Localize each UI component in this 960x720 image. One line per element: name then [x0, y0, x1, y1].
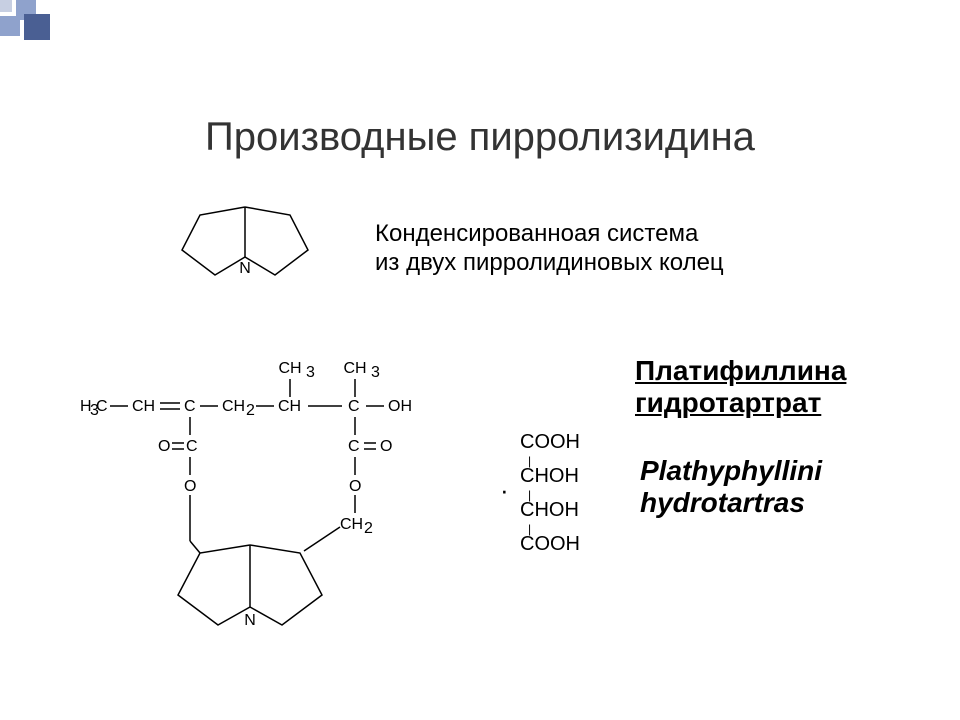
svg-text:2: 2: [246, 402, 255, 419]
tartaric-l4: COOH: [520, 534, 580, 558]
name-ru-line1: Платифиллина: [635, 355, 846, 387]
svg-text:CH: CH: [340, 516, 363, 533]
svg-text:O: O: [380, 438, 392, 455]
platyphylline-structure: CH 3 CH 3 H 3 C CH C CH 2 CH C OH O C O: [60, 355, 480, 675]
svg-text:3: 3: [306, 364, 315, 381]
compound-name-russian: Платифиллина гидротартрат: [635, 355, 846, 419]
svg-text:CH: CH: [343, 360, 366, 377]
desc-line-1: Конденсированноая система: [375, 220, 724, 249]
nitrogen-label: N: [239, 260, 251, 277]
pyrrolizidine-structure: N: [160, 195, 330, 295]
compound-name-latin: Plathyphyllini hydrotartras: [640, 455, 822, 519]
slide-title: Производные пирролизидина: [0, 115, 960, 160]
svg-text:O: O: [158, 438, 170, 455]
tartaric-l3: CHOH: [520, 500, 580, 524]
svg-text:C: C: [186, 438, 198, 455]
svg-text:CH: CH: [278, 360, 301, 377]
svg-text:3: 3: [371, 364, 380, 381]
slide-corner-decoration: [0, 0, 80, 48]
svg-text:O: O: [349, 478, 361, 495]
tartaric-l2: CHOH: [520, 466, 580, 490]
salt-dot: ·: [500, 475, 509, 506]
svg-text:CH: CH: [278, 398, 301, 415]
svg-text:CH: CH: [132, 398, 155, 415]
svg-text:C: C: [184, 398, 196, 415]
svg-text:C: C: [96, 398, 108, 415]
svg-text:O: O: [184, 478, 196, 495]
name-lat-line1: Plathyphyllini: [640, 455, 822, 487]
svg-text:N: N: [244, 612, 256, 629]
tartaric-acid-structure: COOH | CHOH | CHOH | COOH: [520, 432, 580, 558]
name-ru-line2: гидротартрат: [635, 387, 846, 419]
svg-text:CH: CH: [222, 398, 245, 415]
name-lat-line2: hydrotartras: [640, 487, 822, 519]
svg-text:2: 2: [364, 520, 373, 537]
svg-text:OH: OH: [388, 398, 412, 415]
svg-text:C: C: [348, 398, 360, 415]
tartaric-l1: COOH: [520, 432, 580, 456]
desc-line-2: из двух пирролидиновых колец: [375, 249, 724, 278]
pyrrolizidine-description: Конденсированноая система из двух пиррол…: [375, 220, 724, 278]
svg-text:C: C: [348, 438, 360, 455]
